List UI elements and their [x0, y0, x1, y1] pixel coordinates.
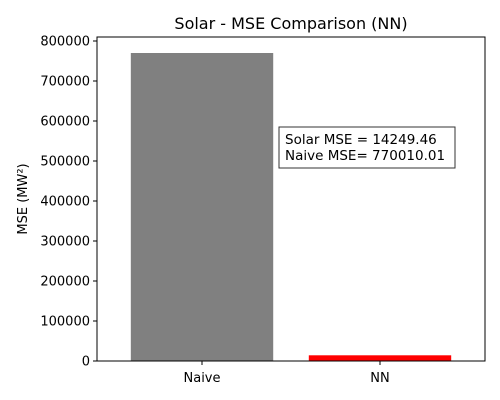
naive-mse-annotation: Naive MSE= 770010.01 [285, 148, 445, 164]
plot-frame [96, 36, 486, 362]
y-tick-label: 400000 [40, 195, 90, 210]
solar-mse-annotation: Solar MSE = 14249.46 [285, 132, 437, 148]
y-tick-label: 300000 [40, 235, 90, 250]
y-tick-label: 500000 [40, 155, 90, 170]
y-axis-label: MSE (MW²) [16, 163, 31, 234]
y-tick-label: 800000 [40, 35, 90, 50]
y-tick-label: 0 [82, 355, 90, 370]
bars-layer [130, 53, 452, 361]
x-tick-label: NN [370, 371, 389, 386]
x-tick-label: Naive [184, 371, 221, 386]
y-tick-label: 700000 [40, 75, 90, 90]
annotation-frame [278, 126, 456, 169]
annotation-box: Solar MSE = 14249.46 Naive MSE= 770010.0… [278, 126, 456, 169]
bar-nn [308, 355, 452, 361]
chart-title: Solar - MSE Comparison (NN) [174, 14, 407, 33]
y-tick-label: 600000 [40, 115, 90, 130]
ticks-layer: Naive NN 0 100000 200000 300000 400000 500000 60… [40, 35, 389, 387]
y-tick-label: 100000 [40, 315, 90, 330]
y-tick-label: 200000 [40, 275, 90, 290]
bar-naive [130, 53, 274, 361]
